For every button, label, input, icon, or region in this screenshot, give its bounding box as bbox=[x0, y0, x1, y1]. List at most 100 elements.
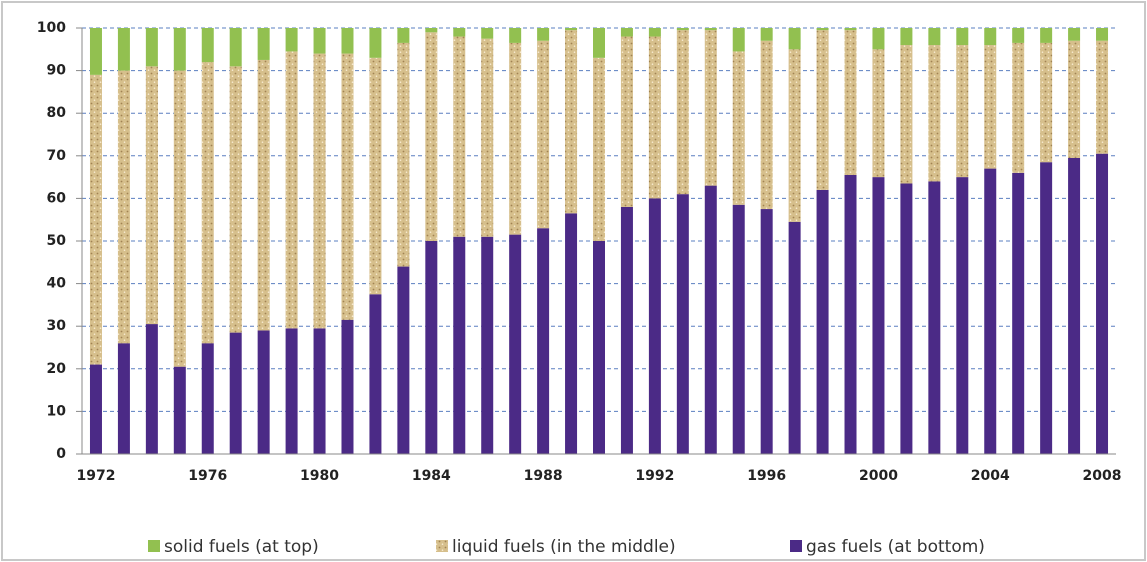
x-tick-label: 1976 bbox=[188, 468, 227, 484]
legend-label: gas fuels (at bottom) bbox=[806, 537, 985, 557]
bar-texture bbox=[481, 38, 494, 237]
bar-texture bbox=[509, 42, 522, 235]
x-tick-label: 1980 bbox=[300, 468, 339, 484]
x-tick-label: 2004 bbox=[971, 468, 1010, 484]
bar-texture bbox=[760, 40, 773, 210]
legend-label: solid fuels (at top) bbox=[164, 537, 319, 557]
bar-texture bbox=[816, 30, 829, 190]
bar-segment bbox=[285, 328, 298, 454]
bar-segment bbox=[872, 177, 885, 454]
bar-segment bbox=[1040, 162, 1053, 454]
bar-segment bbox=[816, 189, 829, 454]
bar-segment bbox=[229, 332, 242, 454]
bar-texture bbox=[397, 42, 410, 267]
bar-segment bbox=[1012, 28, 1025, 43]
legend-label: liquid fuels (in the middle) bbox=[452, 537, 676, 557]
bar-segment bbox=[201, 343, 214, 454]
bar-segment bbox=[704, 185, 717, 454]
bar-texture bbox=[285, 51, 298, 329]
bar-segment bbox=[1012, 172, 1025, 454]
bar-segment bbox=[229, 28, 242, 67]
y-tick-label: 80 bbox=[47, 105, 67, 121]
bar-segment bbox=[481, 28, 494, 39]
bar-texture bbox=[173, 70, 186, 367]
bar-segment bbox=[145, 28, 158, 67]
bar-segment bbox=[956, 177, 969, 454]
bar-segment bbox=[313, 28, 326, 54]
bar-texture bbox=[732, 51, 745, 205]
bar-texture bbox=[341, 53, 354, 320]
bar-segment bbox=[453, 28, 466, 37]
bar-texture bbox=[1068, 40, 1081, 158]
bar-segment bbox=[1096, 28, 1109, 41]
bar-segment bbox=[481, 236, 494, 454]
bar-segment bbox=[537, 28, 550, 41]
bar-texture bbox=[313, 53, 326, 329]
bar-segment bbox=[844, 174, 857, 454]
bar-segment bbox=[732, 204, 745, 454]
bar-segment bbox=[425, 28, 438, 33]
bar-segment bbox=[1096, 153, 1109, 455]
bar-segment bbox=[313, 328, 326, 454]
bar-segment bbox=[900, 28, 913, 46]
bar-segment bbox=[425, 241, 438, 454]
y-tick-label: 90 bbox=[47, 63, 67, 79]
y-tick-label: 60 bbox=[47, 190, 67, 206]
bar-segment bbox=[89, 28, 102, 75]
bar-texture bbox=[676, 30, 689, 195]
bar-segment bbox=[341, 319, 354, 454]
bar-segment bbox=[1040, 28, 1053, 43]
bar-segment bbox=[788, 28, 801, 50]
bar-texture bbox=[229, 66, 242, 333]
bar-segment bbox=[173, 366, 186, 454]
bar-segment bbox=[1068, 28, 1081, 41]
x-tick-label: 1972 bbox=[76, 468, 115, 484]
bar-segment bbox=[648, 28, 661, 37]
bar-texture bbox=[257, 59, 270, 331]
y-tick-label: 30 bbox=[47, 318, 67, 334]
legend-swatch bbox=[148, 540, 160, 552]
bar-texture bbox=[145, 66, 158, 325]
bar-texture bbox=[620, 36, 633, 207]
bar-segment bbox=[620, 206, 633, 454]
bar-segment bbox=[732, 28, 745, 52]
bar-segment bbox=[369, 28, 382, 58]
bar-segment bbox=[928, 181, 941, 455]
bar-segment bbox=[173, 28, 186, 71]
bar-segment bbox=[537, 228, 550, 454]
bar-segment bbox=[201, 28, 214, 63]
bar-segment bbox=[145, 324, 158, 454]
bar-segment bbox=[257, 330, 270, 454]
x-tick-label: 2000 bbox=[859, 468, 898, 484]
bar-segment bbox=[676, 28, 689, 31]
bar-segment bbox=[117, 28, 130, 71]
bar-texture bbox=[201, 62, 214, 344]
bar-segment bbox=[984, 28, 997, 46]
x-tick-label: 1992 bbox=[635, 468, 674, 484]
y-tick-label: 20 bbox=[47, 361, 67, 377]
bar-segment bbox=[341, 28, 354, 54]
bar-segment bbox=[1068, 157, 1081, 454]
y-tick-label: 70 bbox=[47, 148, 67, 164]
bar-texture bbox=[648, 36, 661, 199]
bar-segment bbox=[397, 28, 410, 43]
bar-texture bbox=[1040, 42, 1053, 163]
bar-segment bbox=[760, 28, 773, 41]
bar-texture bbox=[1012, 42, 1025, 173]
bar-segment bbox=[648, 198, 661, 454]
bar-segment bbox=[593, 241, 605, 454]
bar-texture bbox=[704, 30, 717, 186]
bar-segment bbox=[788, 221, 801, 454]
bar-segment bbox=[872, 28, 885, 50]
x-tick-label: 2008 bbox=[1083, 468, 1122, 484]
bar-texture bbox=[117, 70, 130, 344]
bar-texture bbox=[89, 74, 102, 365]
bar-texture bbox=[453, 36, 466, 237]
x-tick-label: 1988 bbox=[524, 468, 563, 484]
y-tick-label: 40 bbox=[47, 276, 67, 292]
bar-segment bbox=[565, 28, 578, 31]
bar-segment bbox=[704, 28, 717, 31]
